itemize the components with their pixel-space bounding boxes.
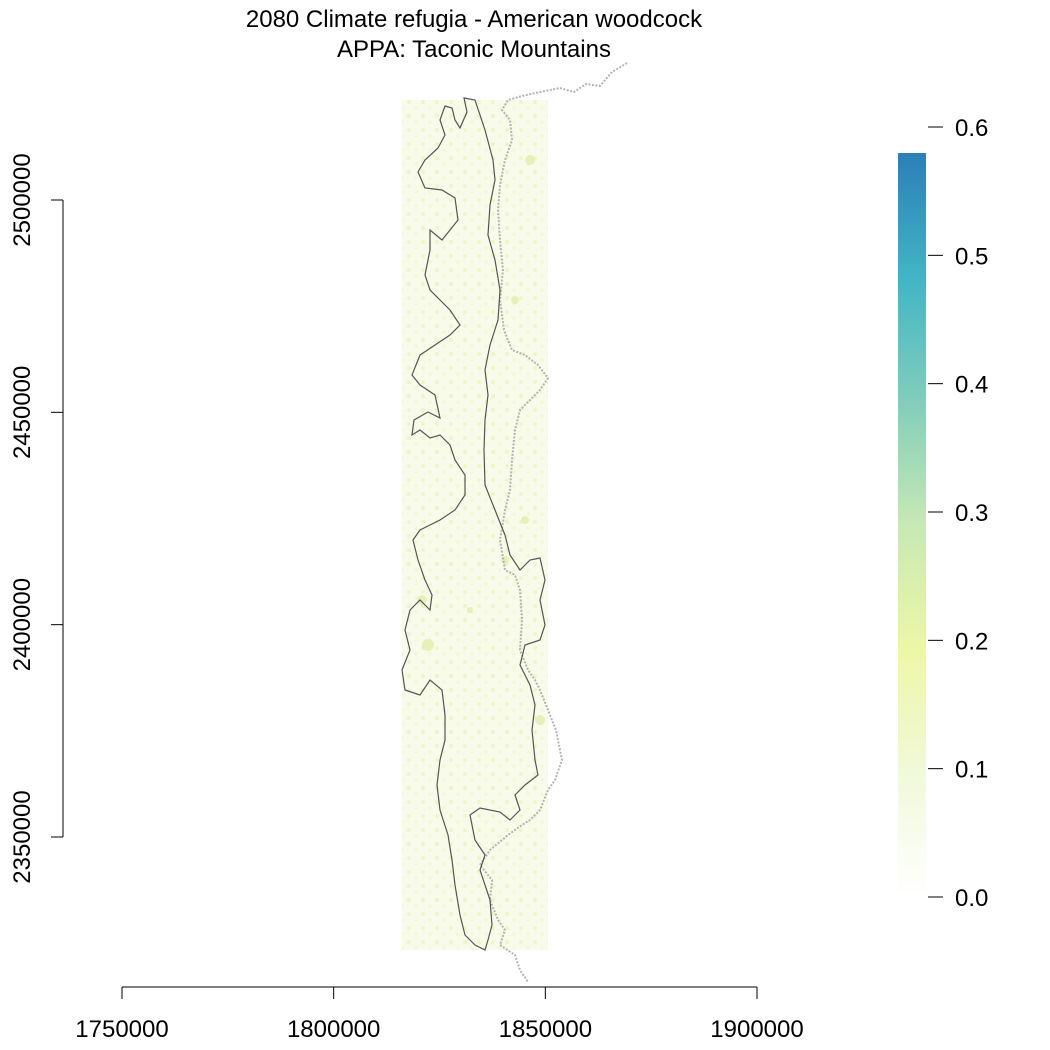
x-tick-label: 1800000 — [287, 1016, 380, 1043]
x-tick-label: 1900000 — [710, 1016, 803, 1043]
legend-colorbar — [898, 153, 926, 897]
map-subtitle: APPA: Taconic Mountains — [337, 36, 611, 63]
y-axis: 2350000 2400000 2450000 2500000 — [9, 153, 64, 884]
legend-ticks: 0.0 0.1 0.2 0.3 0.4 0.5 0.6 — [928, 115, 988, 912]
y-tick-label: 2500000 — [9, 153, 36, 246]
legend-tick-label: 0.1 — [955, 757, 988, 784]
x-axis: 1750000 1800000 1850000 1900000 — [75, 986, 804, 1043]
y-tick-label: 2450000 — [9, 366, 36, 459]
y-tick-label: 2400000 — [9, 578, 36, 671]
map-title: 2080 Climate refugia - American woodcock — [246, 6, 703, 33]
legend-tick-label: 0.6 — [955, 115, 988, 142]
legend-tick-label: 0.2 — [955, 628, 988, 655]
state-boundary-line — [478, 62, 628, 983]
legend-tick-label: 0.4 — [955, 372, 988, 399]
legend-tick-label: 0.3 — [955, 500, 988, 527]
x-tick-label: 1850000 — [499, 1016, 592, 1043]
legend-tick-label: 0.0 — [955, 885, 988, 912]
refugia-raster — [402, 100, 548, 950]
x-tick-label: 1750000 — [75, 1016, 168, 1043]
appa-boundary — [401, 97, 546, 951]
y-tick-label: 2350000 — [9, 790, 36, 883]
legend-tick-label: 0.5 — [955, 243, 988, 270]
